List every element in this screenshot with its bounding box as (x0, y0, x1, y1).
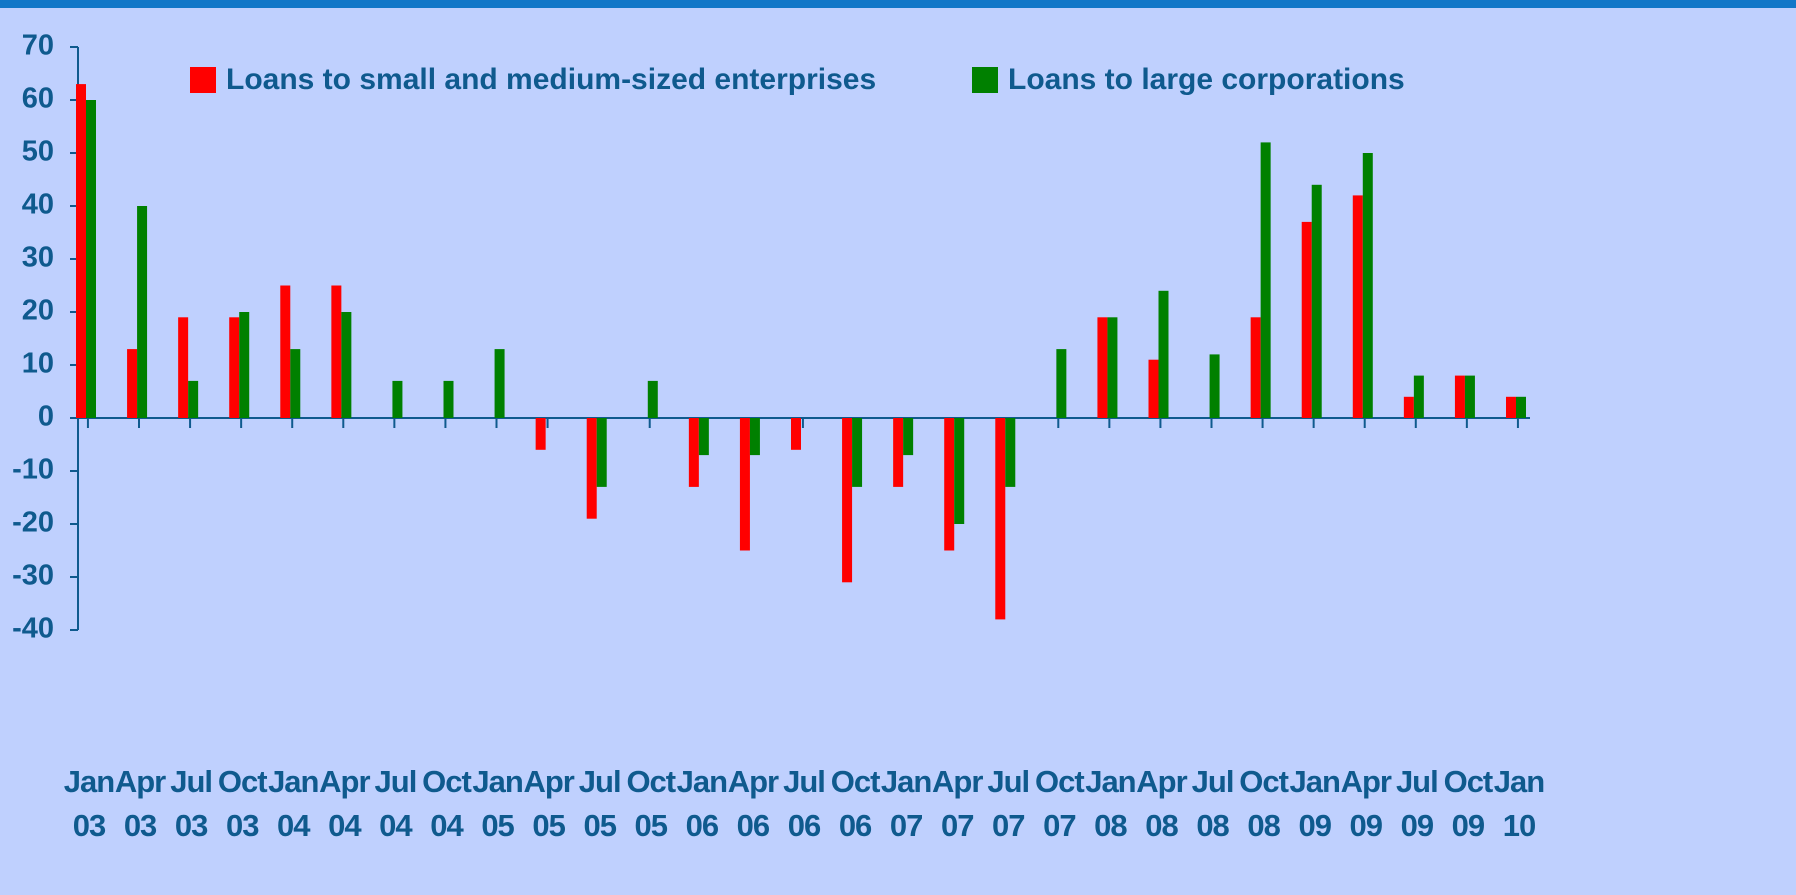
bar (1506, 396, 1516, 418)
bar (1516, 396, 1526, 418)
y-tick-label: 70 (22, 30, 54, 62)
x-tick-label: Oct 06 (830, 764, 881, 843)
x-tick-label: Jan 10 (1493, 764, 1545, 843)
bar (1107, 317, 1118, 418)
x-tick-label: Jan 06 (676, 764, 728, 843)
y-tick-label: 50 (22, 136, 54, 168)
legend-swatch (190, 67, 216, 93)
bar (893, 418, 904, 487)
x-tick-label: Oct 05 (626, 764, 676, 843)
x-tick-label: Jul 04 (374, 764, 418, 843)
bar (1260, 142, 1271, 418)
bar (1403, 396, 1414, 418)
top-bar (0, 0, 1796, 8)
bar (331, 285, 342, 418)
x-tick-label: Oct 09 (1443, 764, 1494, 843)
bar (842, 418, 853, 583)
bar (852, 418, 863, 487)
bar (903, 418, 914, 456)
x-tick-label: Jul 09 (1395, 764, 1439, 843)
bar (1005, 418, 1016, 487)
x-tick-label: Jan 03 (63, 764, 115, 843)
legend-label: Loans to large corporations (1008, 63, 1405, 96)
x-tick-label: Apr 03 (114, 764, 166, 843)
x-tick-label: Jan 08 (1085, 764, 1136, 843)
bar (1301, 221, 1312, 418)
bar (188, 380, 199, 418)
x-tick-label: Apr 09 (1340, 764, 1392, 843)
bar (749, 418, 760, 456)
x-tick-label: Apr 08 (1136, 764, 1187, 843)
x-tick-label: Oct 07 (1035, 764, 1085, 843)
bar (688, 418, 699, 487)
x-tick-label: Jan 05 (472, 764, 523, 843)
bar (1097, 317, 1108, 418)
y-tick-label: -20 (12, 507, 54, 539)
bar (1158, 290, 1169, 418)
bar (1311, 184, 1322, 418)
legend-swatch (972, 67, 998, 93)
x-tick-label: Jan 09 (1289, 764, 1340, 843)
bar (86, 100, 96, 418)
bar (392, 380, 403, 418)
bar (280, 285, 291, 418)
bar (1148, 359, 1159, 418)
x-tick-label: Jan 04 (268, 764, 319, 843)
x-tick-label: Jan 07 (880, 764, 932, 843)
y-tick-label: -10 (12, 454, 54, 486)
bar (1454, 375, 1465, 418)
y-tick-label: 20 (22, 295, 54, 327)
bar (535, 418, 546, 450)
x-tick-label: Apr 05 (523, 764, 574, 843)
bar (1413, 375, 1424, 418)
x-tick-label: Jul 06 (783, 764, 826, 843)
x-tick-label: Jul 07 (987, 764, 1030, 843)
bar (586, 418, 597, 519)
bar (1250, 317, 1261, 418)
x-tick-label: Apr 04 (319, 764, 370, 843)
bar (178, 317, 189, 418)
bar (791, 418, 801, 450)
x-tick-label: Apr 07 (932, 764, 983, 843)
y-tick-label: 10 (22, 348, 54, 380)
bar (76, 84, 86, 418)
bar (1056, 349, 1067, 418)
legend-label: Loans to small and medium-sized enterpri… (226, 63, 876, 96)
y-tick-label: 40 (22, 189, 54, 221)
y-tick-label: 30 (22, 242, 54, 274)
x-tick-label: Jul 05 (578, 764, 622, 843)
y-tick-label: 0 (38, 401, 54, 433)
bar (596, 418, 607, 487)
x-tick-label: Apr 06 (727, 764, 779, 843)
bar (494, 349, 505, 418)
bar (698, 418, 709, 456)
y-tick-label: -30 (12, 560, 54, 592)
bar (647, 380, 658, 418)
y-tick-label: 60 (22, 83, 54, 115)
bar (1209, 354, 1220, 418)
bar (239, 312, 250, 418)
x-tick-label: Oct 08 (1239, 764, 1289, 843)
x-tick-label: Jul 03 (170, 764, 213, 843)
bar (443, 380, 454, 418)
bar (127, 349, 138, 418)
bar (341, 312, 352, 418)
bar (739, 418, 750, 551)
bar (1464, 375, 1475, 418)
x-tick-label: Oct 04 (422, 764, 472, 843)
bar (137, 206, 148, 418)
bar (954, 418, 965, 524)
bar (1362, 153, 1373, 418)
bar (995, 418, 1006, 620)
bar (1352, 195, 1363, 418)
bar (290, 349, 301, 418)
x-tick-label: Oct 03 (217, 764, 268, 843)
bar (229, 317, 240, 418)
y-tick-label: -40 (12, 613, 54, 645)
x-tick-label: Jul 08 (1191, 764, 1235, 843)
bar (944, 418, 955, 551)
